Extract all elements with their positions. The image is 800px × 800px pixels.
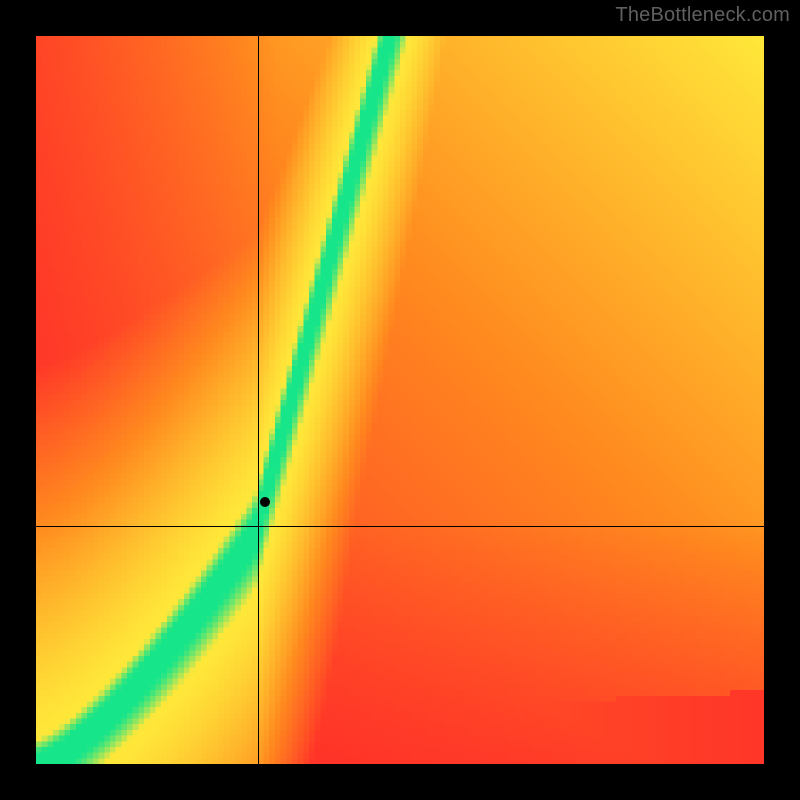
- chart-frame: TheBottleneck.com: [0, 0, 800, 800]
- heatmap-canvas: [36, 36, 764, 764]
- plot-area: [36, 36, 764, 764]
- watermark-text: TheBottleneck.com: [615, 4, 790, 27]
